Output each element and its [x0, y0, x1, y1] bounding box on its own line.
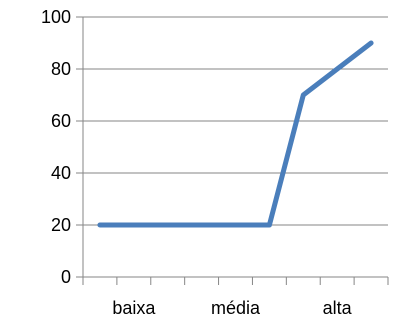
x-category-label-0: baixa: [112, 298, 156, 318]
y-tick-label-40: 40: [51, 163, 71, 183]
y-axis-tick-labels: 0 20 40 60 80 100: [41, 7, 71, 287]
y-tick-label-20: 20: [51, 215, 71, 235]
axes: [76, 16, 389, 285]
gridlines: [83, 16, 388, 226]
x-category-label-1: média: [211, 298, 261, 318]
y-tick-label-0: 0: [61, 267, 71, 287]
y-tick-label-60: 60: [51, 111, 71, 131]
y-tick-label-80: 80: [51, 59, 71, 79]
y-tick-label-100: 100: [41, 7, 71, 27]
x-axis-category-labels: baixa média alta: [112, 298, 352, 318]
x-category-label-2: alta: [323, 298, 353, 318]
series-group: [97, 40, 374, 228]
series-line-0: [97, 40, 374, 228]
